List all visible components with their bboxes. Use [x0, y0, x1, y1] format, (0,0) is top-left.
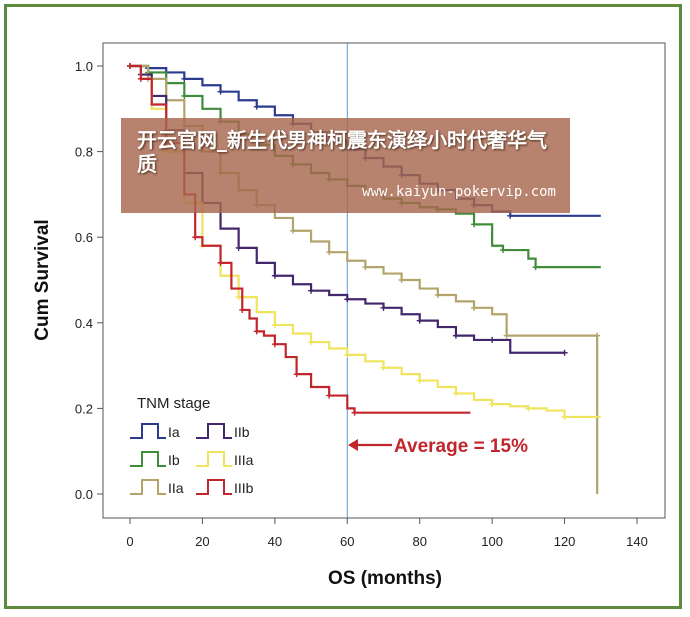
censor-mark-IIa	[471, 304, 478, 311]
censor-mark-IIIa	[452, 390, 459, 397]
censor-mark-IIIa	[344, 351, 351, 358]
censor-mark-IIb	[561, 349, 568, 356]
y-tick-label: 0.2	[75, 401, 93, 416]
x-tick-label: 80	[412, 534, 426, 549]
censor-mark-IIb	[308, 287, 315, 294]
censor-mark-Ia	[507, 212, 514, 219]
x-tick-label: 0	[126, 534, 133, 549]
banner-url[interactable]: www.kaiyun-pokervip.com	[362, 184, 556, 200]
x-tick-label: 120	[554, 534, 576, 549]
censor-mark-IIIa	[525, 405, 532, 412]
censor-mark-IIa	[289, 227, 296, 234]
banner-title[interactable]: 开云官网_新生代男神柯震东演绎小时代奢华气质	[137, 128, 547, 176]
y-tick-label: 0.8	[75, 145, 93, 160]
censor-mark-Ia	[253, 103, 260, 110]
legend-label-IIb: IIb	[234, 424, 250, 440]
plot-border	[102, 42, 666, 519]
legend-swatch-IIIa	[196, 451, 232, 467]
censor-mark-IIIa	[271, 321, 278, 328]
censor-mark-IIb	[380, 304, 387, 311]
legend-swatch-IIb	[196, 423, 232, 439]
y-axis-title: Cum Survival	[32, 219, 53, 340]
censor-mark-IIa	[398, 277, 405, 283]
censor-mark-IIIa	[235, 294, 242, 301]
legend-label-IIIb: IIIb	[234, 480, 254, 496]
legend-label-IIa: IIa	[168, 480, 184, 496]
censor-mark-IIIb	[351, 409, 358, 416]
censor-mark-IIb	[452, 332, 459, 339]
x-tick-label: 140	[626, 534, 648, 549]
censor-mark-IIIa	[489, 401, 496, 408]
censor-mark-IIIa	[308, 339, 315, 346]
legend-swatch-IIa	[130, 479, 166, 495]
censor-mark-IIb	[416, 317, 423, 324]
censor-mark-IIb	[271, 272, 278, 279]
y-tick-label: 1.0	[75, 59, 93, 74]
legend-swatch-IIIb	[196, 479, 232, 495]
censor-mark-Ib	[181, 92, 188, 99]
censor-mark-IIa	[434, 291, 441, 298]
y-tick-label: 0.0	[75, 487, 93, 502]
x-tick-label: 40	[268, 534, 282, 549]
censor-mark-IIIb	[192, 234, 199, 241]
censor-mark-IIIb	[127, 63, 133, 69]
legend-swatch-Ib	[130, 451, 166, 467]
censor-mark-IIIb	[293, 371, 300, 378]
annotation-text: Average = 15%	[394, 436, 528, 457]
legend-title: TNM stage	[137, 395, 210, 412]
chart-frame	[4, 4, 682, 609]
censor-mark-IIIa	[416, 377, 423, 384]
censor-mark-IIa	[326, 249, 333, 256]
x-axis-title: OS (months)	[328, 568, 442, 589]
legend: TNM stage Ia IIb Ib IIIa IIa IIIb	[130, 395, 254, 496]
y-tick-label: 0.6	[75, 230, 93, 245]
censor-mark-Ib	[500, 247, 507, 254]
legend-swatch-Ia	[130, 423, 166, 439]
censor-mark-IIIb	[326, 392, 333, 399]
legend-label-IIIa: IIIa	[234, 452, 254, 468]
watermark-banner[interactable]: 开云官网_新生代男神柯震东演绎小时代奢华气质 www.kaiyun-pokerv…	[121, 118, 570, 213]
censor-mark-Ib	[471, 221, 478, 228]
censor-mark-IIb	[344, 296, 351, 303]
censor-mark-IIa	[362, 264, 369, 271]
censor-mark-Ia	[181, 75, 188, 82]
annotation-arrow-head	[348, 439, 358, 451]
censor-mark-IIa	[503, 332, 510, 339]
censor-mark-IIIa	[380, 364, 387, 371]
censor-mark-IIa	[594, 332, 601, 339]
annotation: Average = 15%	[348, 436, 528, 457]
censor-mark-IIIb	[271, 341, 278, 348]
legend-items: Ia IIb Ib IIIa IIa IIIb	[130, 423, 254, 496]
x-tick-label: 100	[481, 534, 503, 549]
censor-mark-Ib	[532, 264, 539, 271]
censor-mark-IIIb	[239, 306, 246, 313]
legend-label-Ia: Ia	[168, 424, 180, 440]
censor-mark-IIIb	[217, 259, 224, 266]
legend-label-Ib: Ib	[168, 452, 180, 468]
x-tick-label: 20	[195, 534, 209, 549]
y-tick-label: 0.4	[75, 316, 93, 331]
censor-mark-IIIa	[561, 413, 568, 420]
x-tick-label: 60	[340, 534, 354, 549]
censor-mark-IIIb	[137, 75, 144, 82]
axes-layer: 0 20 40 60 80 100 120 140 0.0 0.2 0.4 0.6 0.8 1.0	[75, 42, 666, 549]
censor-mark-IIb	[489, 336, 496, 343]
censor-mark-Ia	[217, 88, 224, 95]
censor-mark-IIIb	[253, 328, 260, 335]
censor-mark-IIb	[235, 244, 242, 251]
